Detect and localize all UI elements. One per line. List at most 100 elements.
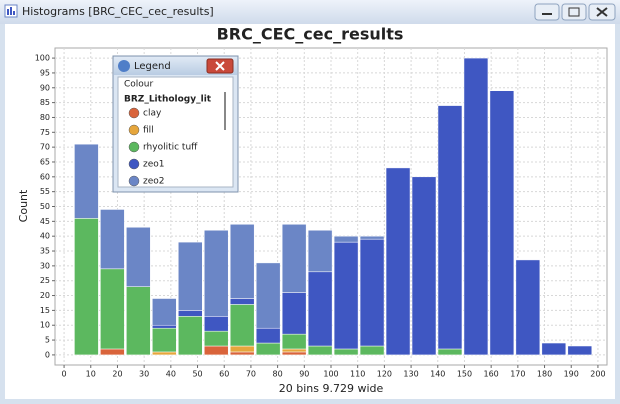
y-tick-label: 20	[40, 291, 50, 300]
bar-segment	[100, 209, 125, 270]
bar-segment	[152, 351, 177, 356]
y-tick-label: 90	[40, 83, 50, 92]
x-tick-label: 140	[430, 370, 445, 379]
y-tick-label: 0	[45, 350, 50, 359]
y-axis-label: Count	[17, 189, 30, 222]
y-tick-label: 55	[40, 187, 50, 196]
legend-label: fill	[143, 126, 154, 136]
bar-segment	[333, 241, 359, 350]
app-icon-bar	[10, 7, 12, 15]
bar-segment	[463, 57, 489, 356]
bar-segment	[229, 351, 255, 356]
bar-segment	[411, 176, 437, 356]
legend-label: zeo1	[143, 160, 165, 170]
bar-segment	[178, 241, 203, 311]
bar-segment	[359, 238, 385, 347]
x-tick-label: 20	[112, 370, 122, 379]
legend-swatch	[128, 107, 140, 119]
x-tick-label: 180	[537, 370, 552, 379]
y-tick-label: 30	[40, 261, 50, 270]
maximize-icon	[568, 7, 580, 17]
bar-segment	[204, 345, 229, 356]
y-tick-label: 40	[40, 232, 50, 241]
y-tick-label: 50	[40, 202, 50, 211]
bar-segment	[255, 262, 281, 329]
x-tick-label: 170	[510, 370, 525, 379]
x-tick-label: 10	[86, 370, 96, 379]
legend-swatch	[128, 141, 140, 153]
legend-swatch	[128, 158, 140, 170]
y-tick-label: 65	[40, 157, 50, 166]
legend-title-bar	[114, 57, 237, 75]
legend-field-clip: BRZ_Lithology_lit	[124, 95, 212, 105]
app-icon-bar	[13, 11, 15, 15]
legend-label: zeo2	[143, 177, 165, 187]
info-icon	[118, 60, 130, 72]
bar-segment	[567, 345, 593, 356]
legend-close-icon	[215, 61, 225, 71]
legend-group-label: Colour	[124, 80, 154, 90]
legend-label: clay	[143, 109, 162, 119]
x-tick-label: 160	[484, 370, 499, 379]
legend-field: BRZ_Lithology_lit	[124, 95, 212, 105]
bar-segment	[204, 330, 229, 347]
x-tick-label: 100	[323, 370, 338, 379]
bar-segment	[359, 345, 385, 356]
x-tick-label: 90	[299, 370, 309, 379]
x-tick-label: 150	[457, 370, 472, 379]
title-bar	[0, 0, 620, 24]
x-tick-label: 40	[166, 370, 176, 379]
y-tick-label: 85	[40, 98, 50, 107]
x-axis-label: 20 bins 9.729 wide	[279, 382, 384, 395]
minimize-button[interactable]	[534, 3, 560, 21]
bar-segment	[178, 316, 203, 356]
y-tick-label: 70	[40, 143, 50, 152]
bar-segment	[515, 259, 541, 356]
y-tick-label: 10	[40, 321, 50, 330]
legend-window: Legend Colour BRZ_Lithology_lit clay fill…	[112, 55, 239, 193]
x-tick-label: 200	[590, 370, 605, 379]
legend-swatch	[128, 124, 140, 136]
bar-segment	[126, 227, 151, 287]
x-tick-label: 190	[564, 370, 579, 379]
y-tick-label: 45	[40, 217, 50, 226]
y-tick-label: 60	[40, 172, 50, 181]
y-tick-label: 5	[45, 336, 50, 345]
legend-window-title: Legend	[134, 61, 171, 72]
bar-segment	[437, 105, 463, 350]
bar-segment	[204, 229, 229, 317]
x-tick-label: 70	[246, 370, 256, 379]
bar-segment	[281, 351, 307, 356]
window-title: Histograms [BRC_CEC_cec_results]	[22, 5, 214, 18]
bar-segment	[229, 224, 255, 299]
bar-segment	[100, 348, 125, 356]
app-icon-bar	[7, 9, 9, 15]
chart-title: BRC_CEC_cec_results	[217, 25, 404, 44]
bar-segment	[178, 310, 203, 317]
y-tick-label: 80	[40, 113, 50, 122]
y-tick-label: 100	[35, 54, 50, 63]
bar-segment	[541, 342, 567, 356]
bar-segment	[152, 327, 177, 353]
y-tick-label: 15	[40, 306, 50, 315]
bar-segment	[307, 271, 333, 347]
x-tick-label: 110	[350, 370, 365, 379]
bar-segment	[204, 316, 229, 332]
y-tick-label: 95	[40, 68, 50, 77]
bar-segment	[229, 298, 255, 305]
bar-segment	[255, 327, 281, 344]
bar-segment	[255, 342, 281, 356]
plot: 0 5 10 15 20 25 30 35 40 45 50 55 60 65 70 75 80 85 90 95 10…	[35, 47, 608, 379]
bar-segment	[100, 268, 125, 350]
bar-segment	[281, 333, 307, 350]
x-tick-label: 130	[403, 370, 418, 379]
maximize-button[interactable]	[561, 3, 587, 21]
x-tick-label: 120	[377, 370, 392, 379]
bar-segment	[126, 286, 151, 356]
x-tick-label: 0	[62, 370, 67, 379]
bar-segment	[281, 224, 307, 293]
bar-segment	[74, 218, 99, 356]
y-tick-label: 25	[40, 276, 50, 285]
